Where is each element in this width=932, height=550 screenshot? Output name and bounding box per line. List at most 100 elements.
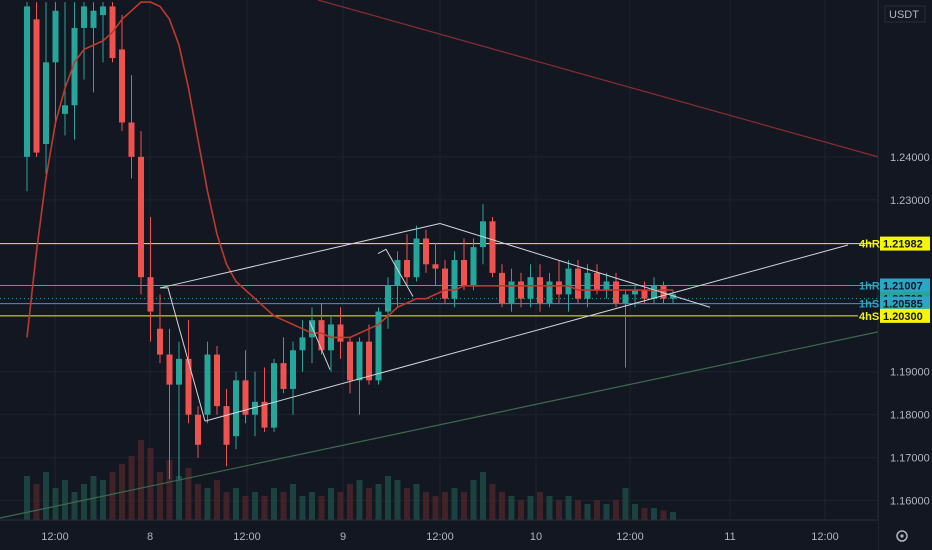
candle-body <box>584 272 591 299</box>
candle-body <box>299 337 306 351</box>
volume-bar <box>537 492 543 520</box>
candle-body <box>138 156 144 278</box>
price-label-4hS: 1.20300 <box>883 311 923 323</box>
candle-body <box>575 268 581 299</box>
candle-body <box>337 324 344 342</box>
volume-bar <box>356 480 363 520</box>
volume-bar <box>81 484 87 520</box>
x-tick-label-5: 10 <box>530 531 542 543</box>
x-tick-label-8: 12:00 <box>811 531 839 543</box>
candle-body <box>546 281 553 303</box>
triangle-upper-line <box>439 222 711 308</box>
candle-body <box>252 401 258 415</box>
candle-body <box>271 363 277 428</box>
candle-body <box>518 281 524 299</box>
volume-bar <box>52 488 59 520</box>
volume-bar <box>261 496 268 520</box>
volume-bar <box>280 492 287 520</box>
moving-average-line <box>26 1 673 339</box>
y-tick-label-5: 1.24000 <box>890 152 930 164</box>
price-label-1hR: 1.21007 <box>883 280 923 292</box>
volume-bar <box>138 440 144 520</box>
candle-body <box>641 290 648 299</box>
candle-body <box>347 341 353 381</box>
volume-bar <box>62 480 68 520</box>
lower-long-trendline <box>0 330 883 519</box>
candle-body <box>461 260 467 286</box>
volume-bar <box>461 492 467 520</box>
candle-body <box>603 281 610 291</box>
candle-body <box>385 285 391 312</box>
volume-bar <box>43 472 49 520</box>
volume-bar <box>33 484 40 520</box>
price-label-box-4hR <box>880 236 930 251</box>
volume-bar <box>309 492 315 520</box>
volume-bar <box>328 488 334 520</box>
candle-body <box>375 311 382 381</box>
level-name-4hR: 4hR <box>859 239 880 251</box>
x-tick-label-3: 9 <box>340 531 346 543</box>
volume-bar <box>613 500 619 520</box>
candle-body <box>556 281 562 295</box>
volume-bar <box>404 488 410 520</box>
candle-body <box>71 27 78 106</box>
volume-bar <box>233 488 239 520</box>
candle-body <box>613 281 619 303</box>
time-axis-panel <box>0 520 878 550</box>
volume-bar <box>176 476 182 520</box>
candle-body <box>223 406 230 445</box>
volume-bar <box>185 468 192 520</box>
y-tick-label-3: 1.19000 <box>890 367 930 379</box>
candle-body <box>423 238 429 265</box>
currency-label: USDT <box>889 9 919 21</box>
candle-body <box>480 221 486 248</box>
x-tick-label-6: 12:00 <box>616 531 644 543</box>
volume-bar <box>100 480 106 520</box>
candle-body <box>90 10 97 28</box>
volume-bar <box>499 492 505 520</box>
candle-body <box>356 341 363 381</box>
candle-body <box>594 272 600 291</box>
channel-lower-line <box>204 244 849 422</box>
volume-bar <box>109 472 116 520</box>
settings-icon-hub <box>900 534 904 538</box>
price-label-box-1hS <box>880 296 930 311</box>
candle-body <box>128 122 135 157</box>
price-label-box-4hS <box>880 308 930 323</box>
volume-bar <box>24 476 30 520</box>
candle-body <box>404 260 410 278</box>
price-label-1hS: 1.20585 <box>883 299 923 311</box>
candle-body <box>62 105 68 114</box>
price-axis-panel <box>878 0 932 550</box>
x-tick-label-0: 12:00 <box>41 531 69 543</box>
volume-bar <box>347 484 353 520</box>
volume-bar <box>651 508 657 520</box>
candle-body <box>280 363 287 389</box>
candle-body <box>185 358 192 415</box>
price-label-box-1hR <box>880 278 930 293</box>
level-name-1hR: 1hR <box>859 280 880 292</box>
x-tick-label-1: 8 <box>147 531 153 543</box>
volume-bar <box>385 476 391 520</box>
candle-body <box>442 268 448 299</box>
volume-bar <box>166 460 173 520</box>
candle-body <box>309 320 315 338</box>
candle-body <box>622 294 629 303</box>
volume-bar <box>366 488 372 520</box>
volume-bar <box>375 484 382 520</box>
candle-body <box>214 354 220 407</box>
volume-bar <box>480 472 486 520</box>
volume-bar <box>518 500 524 520</box>
zigzag-peak-line <box>377 248 414 297</box>
channel-upper-line <box>159 222 441 289</box>
volume-bar <box>318 496 325 520</box>
candle-body <box>394 260 401 286</box>
level-name-1hS: 1hS <box>859 299 879 311</box>
volume-bar <box>584 504 591 520</box>
volume-bar <box>128 456 135 520</box>
volume-bar <box>157 472 163 520</box>
settings-icon-ring <box>896 530 908 542</box>
settings-icon[interactable] <box>896 530 908 542</box>
